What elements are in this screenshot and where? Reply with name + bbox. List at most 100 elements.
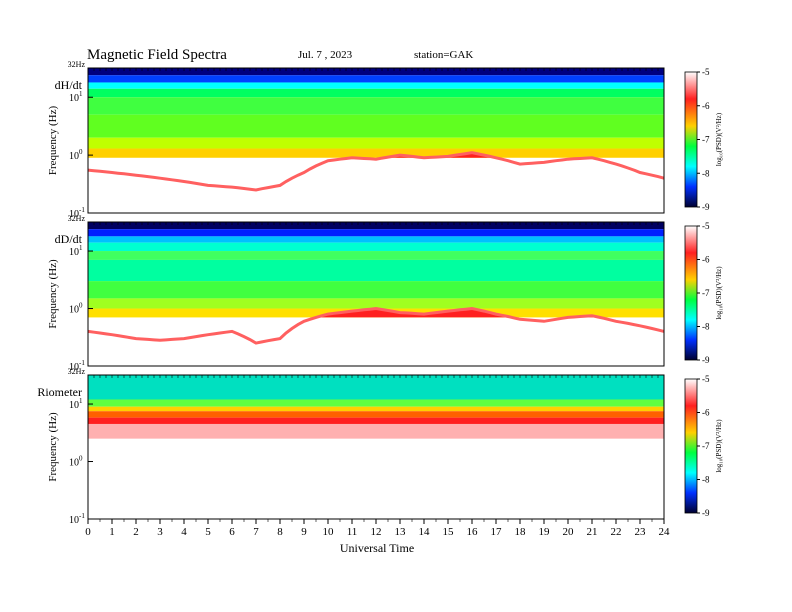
spectral-band	[88, 82, 664, 89]
colorbar-label: log₁₀(PSD)(V²/Hz)	[715, 266, 723, 320]
spectral-band	[88, 148, 664, 158]
spectral-band	[88, 281, 664, 299]
colorbar-tick-label: -9	[702, 355, 710, 365]
y-tick-label: 10	[69, 400, 79, 411]
y-tick-exponent: 1	[79, 397, 83, 405]
spectral-band	[88, 242, 664, 252]
y-tick-exponent: 0	[79, 302, 83, 310]
colorbar-tick-label: -7	[702, 135, 710, 145]
x-tick-label: 22	[611, 526, 622, 538]
panel-label: dH/dt	[55, 78, 83, 92]
y-axis-label: Frequency (Hz)	[47, 259, 59, 329]
x-tick-label: 7	[253, 526, 259, 538]
colorbar	[684, 378, 698, 514]
x-axis: 0 1 2 3 4 5 6 7 8 9 10 11 12 13 14 15 16 17 18 19 20 21 22 23 24	[85, 519, 670, 538]
y-tick-label: 10	[69, 151, 79, 162]
x-tick-label: 0	[85, 526, 91, 538]
colorbar-tick-label: -8	[702, 322, 710, 332]
cutoff-curve	[87, 306, 665, 345]
y-tick-exponent: -1	[79, 206, 85, 214]
x-tick-label: 13	[395, 526, 407, 538]
y-tick-label: 10	[69, 458, 79, 469]
x-tick-label: 16	[467, 526, 479, 538]
y-tick-label: 10	[69, 362, 79, 373]
y-tick-exponent: 0	[79, 455, 83, 463]
spectral-band	[88, 229, 664, 237]
y-tick-exponent: 1	[79, 90, 83, 98]
x-tick-label: 12	[371, 526, 382, 538]
x-tick-label: 23	[635, 526, 647, 538]
spectral-band	[88, 88, 664, 98]
y-tick-exponent: -1	[79, 512, 85, 520]
colorbar-tick-label: -7	[702, 441, 710, 451]
fade-band	[88, 423, 664, 439]
spectral-band	[88, 137, 664, 149]
cutoff-band	[88, 308, 664, 318]
y-tick-exponent: -1	[79, 359, 85, 367]
x-tick-label: 1	[109, 526, 115, 538]
x-tick-label: 15	[443, 526, 455, 538]
panel-label: dD/dt	[55, 232, 83, 246]
spectral-band	[88, 375, 664, 400]
colorbar	[684, 225, 698, 361]
x-tick-label: 18	[515, 526, 527, 538]
y-tick-label: 10	[69, 209, 79, 220]
y-tick-exponent: 1	[79, 244, 83, 252]
top-frequency-label: 32Hz	[68, 214, 86, 223]
x-tick-label: 20	[563, 526, 575, 538]
figure-title: Magnetic Field Spectra	[87, 47, 227, 63]
spectral-band	[88, 114, 664, 138]
x-tick-label: 10	[323, 526, 335, 538]
x-tick-label: 9	[301, 526, 307, 538]
y-tick-label: 10	[69, 247, 79, 258]
colorbar-tick-label: -9	[702, 202, 710, 212]
spectral-band	[88, 406, 664, 412]
cutoff-curve	[87, 151, 665, 192]
y-axis-label: Frequency (Hz)	[47, 106, 59, 176]
x-tick-label: 19	[539, 526, 551, 538]
x-axis-label: Universal Time	[340, 541, 414, 555]
colorbar-tick-label: -5	[702, 374, 710, 384]
x-tick-label: 14	[419, 526, 431, 538]
x-tick-label: 8	[277, 526, 283, 538]
y-tick-exponent: 0	[79, 148, 83, 156]
spectral-band	[88, 236, 664, 243]
spectral-band	[88, 417, 664, 424]
spectral-band	[88, 222, 664, 230]
y-axis-label: Frequency (Hz)	[47, 412, 59, 482]
colorbar-tick-label: -9	[702, 508, 710, 518]
date-label: Jul. 7 , 2023	[298, 49, 353, 61]
spectral-band	[88, 298, 664, 309]
colorbar-tick-label: -6	[702, 101, 710, 111]
colorbar-tick-label: -7	[702, 288, 710, 298]
panel-label: Riometer	[37, 385, 82, 399]
spectral-band	[88, 399, 664, 407]
spectral-band	[88, 68, 664, 76]
x-tick-label: 3	[157, 526, 163, 538]
y-tick-label: 10	[69, 93, 79, 104]
spectral-band	[88, 251, 664, 260]
spectral-band	[88, 75, 664, 83]
top-frequency-label: 32Hz	[68, 367, 86, 376]
spectral-band	[88, 411, 664, 418]
colorbar-tick-label: -5	[702, 221, 710, 231]
x-tick-label: 6	[229, 526, 235, 538]
y-tick-label: 10	[69, 305, 79, 316]
x-tick-label: 24	[659, 526, 671, 538]
colorbar-label: log₁₀(PSD)(V²/Hz)	[715, 112, 723, 166]
colorbar-label: log₁₀(PSD)(V²/Hz)	[715, 419, 723, 473]
x-tick-label: 17	[491, 526, 503, 538]
y-tick-label: 10	[69, 515, 79, 526]
colorbar-tick-label: -8	[702, 168, 710, 178]
x-tick-label: 2	[133, 526, 139, 538]
colorbar-tick-label: -6	[702, 408, 710, 418]
station-label: station=GAK	[414, 49, 473, 61]
colorbar-tick-label: -8	[702, 475, 710, 485]
spectral-band	[88, 97, 664, 115]
top-frequency-label: 32Hz	[68, 60, 86, 69]
